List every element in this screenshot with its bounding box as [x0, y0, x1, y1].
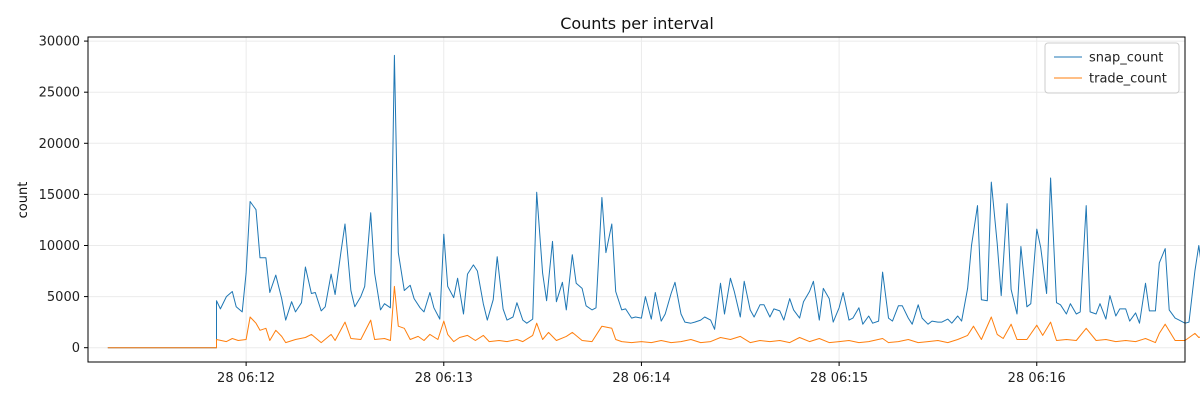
x-tick-label: 28 06:15 [810, 371, 868, 386]
series-layer [107, 54, 1200, 349]
grid [88, 37, 1185, 362]
y-tick-label: 0 [72, 341, 80, 356]
chart-title: Counts per interval [560, 14, 714, 33]
y-tick-label: 25000 [39, 86, 80, 101]
x-axis: 28 06:12 28 06:13 28 06:14 28 06:15 28 06:16 [217, 362, 1066, 386]
series-line-snap_count [107, 54, 1200, 349]
y-tick-label: 30000 [39, 35, 80, 50]
plot-area [87, 36, 1186, 363]
legend-label-snap_count: snap_count [1089, 51, 1163, 66]
x-tick-label: 28 06:14 [612, 371, 670, 386]
legend-label-trade_count: trade_count [1089, 72, 1167, 87]
legend-box [1044, 42, 1180, 94]
y-axis-label: count [16, 182, 31, 219]
legend: snap_count trade_count [1044, 42, 1180, 94]
x-tick-label: 28 06:16 [1008, 371, 1066, 386]
y-tick-label: 5000 [47, 290, 80, 305]
y-tick-label: 15000 [39, 188, 80, 203]
y-axis: 0 5000 10000 15000 20000 25000 30000 [39, 35, 88, 356]
y-tick-label: 20000 [39, 137, 80, 152]
series-line-trade_count [107, 285, 1200, 349]
y-tick-label: 10000 [39, 239, 80, 254]
x-tick-label: 28 06:13 [415, 371, 473, 386]
x-tick-label: 28 06:12 [217, 371, 275, 386]
